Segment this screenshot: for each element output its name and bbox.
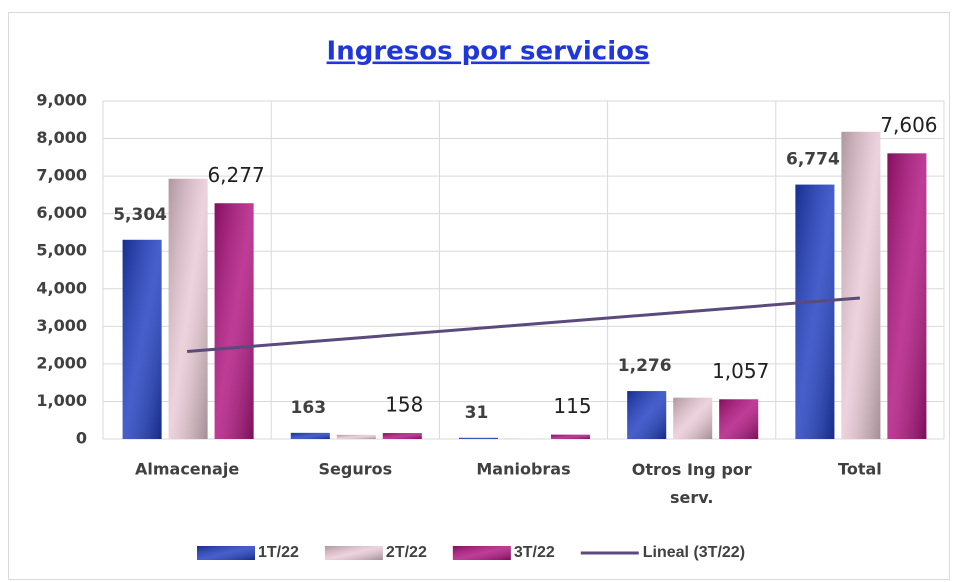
y-tick-label: 6,000 <box>36 203 87 222</box>
chart-border <box>8 12 950 580</box>
bar-shine <box>336 434 376 439</box>
y-tick-label: 5,000 <box>36 241 87 260</box>
x-tick-label: Maniobras <box>476 460 570 479</box>
x-tick-label: Otros Ing por serv. <box>632 460 752 507</box>
data-label: 1,276 <box>618 356 672 376</box>
chart-title: Ingresos por servicios <box>327 37 650 67</box>
bar-shine <box>673 397 713 439</box>
data-label: 6,277 <box>207 163 264 187</box>
legend-label: Lineal (3T/22) <box>643 544 745 561</box>
y-tick-label: 7,000 <box>36 166 87 185</box>
y-tick-label: 8,000 <box>36 128 87 147</box>
bar-shine <box>168 178 208 440</box>
x-tick-label: Seguros <box>318 460 392 479</box>
legend-label: 3T/22 <box>514 544 555 561</box>
data-label: 5,304 <box>113 205 167 225</box>
data-label: 6,774 <box>786 150 840 170</box>
data-label: 7,606 <box>880 113 937 137</box>
legend-label: 2T/22 <box>386 544 427 561</box>
legend-label: 1T/22 <box>258 544 299 561</box>
bar-shine <box>122 239 162 439</box>
bar-shine <box>795 184 835 439</box>
y-tick-label: 1,000 <box>36 391 87 410</box>
y-tick-label: 0 <box>76 429 87 448</box>
bar-shine <box>459 437 498 439</box>
data-label: 31 <box>465 403 489 423</box>
bar-shine <box>841 131 881 439</box>
bar-shine <box>627 391 667 439</box>
y-tick-label: 3,000 <box>36 316 87 335</box>
legend-swatch-shine <box>452 546 511 560</box>
data-label: 163 <box>291 398 327 418</box>
x-tick-label: Total <box>838 460 882 479</box>
data-label: 158 <box>385 393 423 417</box>
bar-shine <box>551 434 590 439</box>
data-label: 115 <box>553 394 591 418</box>
y-tick-label: 4,000 <box>36 278 87 297</box>
legend-swatch-shine <box>324 546 383 560</box>
bar-shine <box>214 203 254 439</box>
bar-shine <box>382 433 422 439</box>
legend-swatch-shine <box>197 546 255 560</box>
y-tick-label: 2,000 <box>36 353 87 372</box>
bar-shine <box>719 399 759 439</box>
x-tick-label: Almacenaje <box>135 460 239 479</box>
data-label: 1,057 <box>712 359 769 383</box>
trendline <box>186 296 861 353</box>
bar-shine <box>290 432 330 439</box>
y-tick-label: 9,000 <box>36 91 87 110</box>
bar-shine <box>887 153 927 439</box>
